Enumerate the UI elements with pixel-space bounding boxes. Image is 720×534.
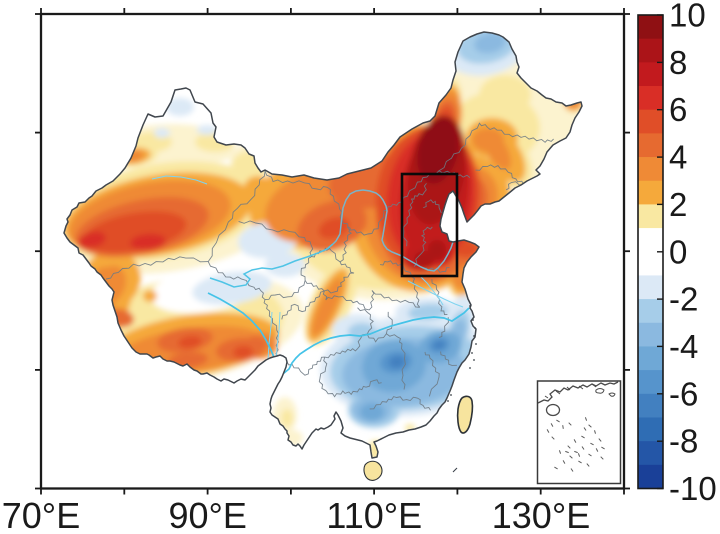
svg-text:90°E: 90°E [168, 495, 246, 534]
svg-text:-4: -4 [669, 328, 698, 365]
svg-text:-8: -8 [669, 423, 698, 460]
svg-text:10: 10 [669, 0, 706, 34]
svg-text:-2: -2 [669, 281, 698, 318]
svg-text:-6: -6 [669, 375, 698, 412]
svg-text:6: 6 [669, 91, 687, 128]
svg-text:130°E: 130°E [492, 495, 590, 534]
svg-text:8: 8 [669, 44, 687, 81]
svg-text:0: 0 [669, 233, 687, 270]
svg-text:70°E: 70°E [2, 495, 80, 534]
svg-text:2: 2 [669, 186, 687, 223]
svg-text:-10: -10 [669, 470, 717, 507]
svg-text:110°E: 110°E [326, 495, 422, 534]
svg-text:4: 4 [669, 139, 687, 176]
